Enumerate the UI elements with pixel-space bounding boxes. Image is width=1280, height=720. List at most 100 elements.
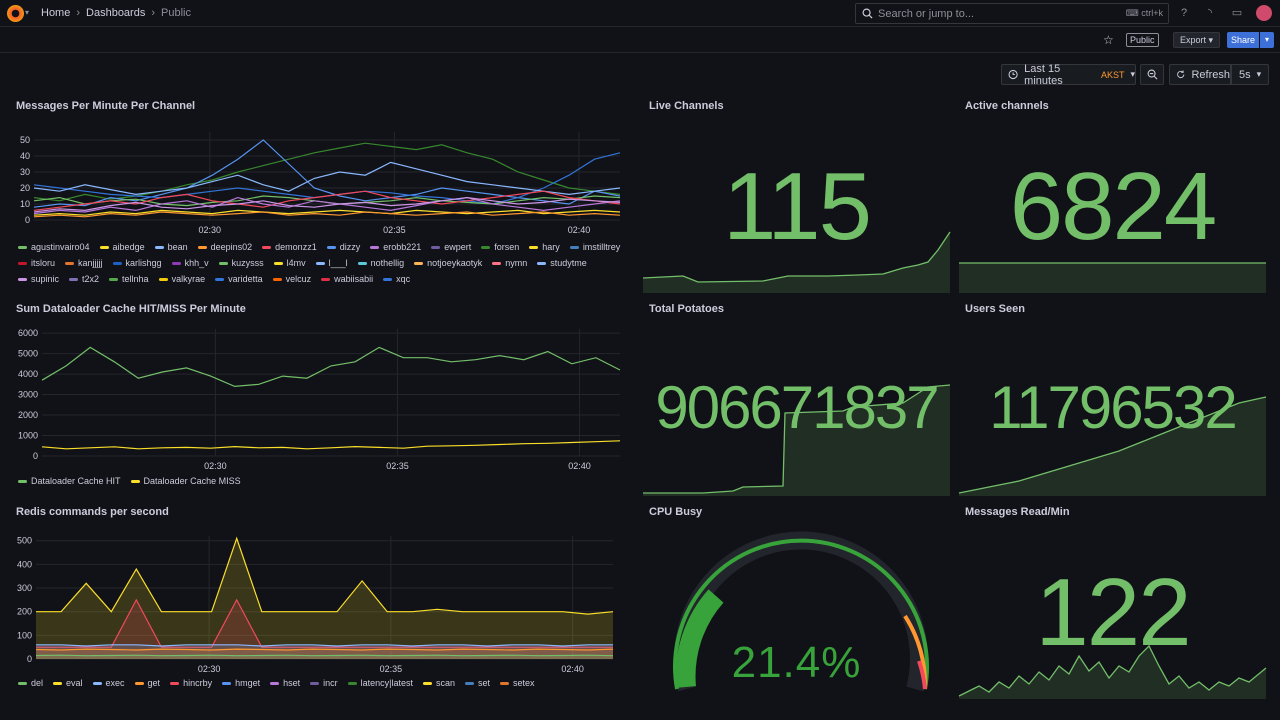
legend-item[interactable]: exec bbox=[92, 677, 125, 689]
time-range-picker[interactable]: Last 15 minutes AKST ▾ bbox=[1001, 63, 1136, 87]
search-box[interactable]: ⌨ ctrl+k bbox=[855, 3, 1169, 24]
legend-item[interactable]: notjoeykaotyk bbox=[414, 257, 482, 269]
series-line-forsen[interactable] bbox=[33, 142, 621, 202]
series-line-demonzz1[interactable] bbox=[33, 190, 621, 211]
legend-swatch bbox=[529, 245, 539, 249]
chart-legend: del eval exec get hincrby hmget hset incr latenc… bbox=[18, 677, 628, 689]
messages-timeseries-chart[interactable]: 0 10 20 30 40 50 02:30 02:35 02:40 bbox=[16, 100, 628, 240]
legend-item[interactable]: erobb221 bbox=[370, 241, 421, 253]
legend-item[interactable]: t2x2 bbox=[69, 273, 99, 285]
legend-item[interactable]: set bbox=[465, 677, 490, 689]
legend-item[interactable]: aibedge bbox=[99, 241, 145, 253]
legend-item[interactable]: get bbox=[134, 677, 160, 689]
legend-item[interactable]: setex bbox=[500, 677, 535, 689]
news-feed-icon[interactable]: ◝ bbox=[1207, 7, 1213, 19]
legend-item[interactable]: tellnha bbox=[109, 273, 149, 285]
panel-title: Live Channels bbox=[649, 100, 724, 112]
legend-item[interactable]: karlishgg bbox=[112, 257, 162, 269]
legend-swatch bbox=[197, 245, 207, 249]
legend-item[interactable]: hary bbox=[529, 241, 560, 253]
legend-item[interactable]: supinic bbox=[18, 273, 59, 285]
legend-item[interactable]: imstilltrey bbox=[569, 241, 620, 253]
legend-swatch bbox=[315, 261, 325, 265]
legend-swatch bbox=[170, 681, 180, 685]
series-line-hincrby[interactable] bbox=[36, 598, 613, 648]
cache-timeseries-chart[interactable]: 0 1000 2000 3000 4000 5000 6000 02:30 02:35 02:40 bbox=[16, 303, 628, 473]
y-tick-label: 4000 bbox=[18, 369, 38, 379]
legend-item[interactable]: xqc bbox=[383, 273, 410, 285]
legend-item[interactable]: studytme bbox=[537, 257, 587, 269]
user-avatar[interactable] bbox=[1256, 5, 1272, 21]
legend-item[interactable]: nymn bbox=[492, 257, 527, 269]
legend-item[interactable]: deepins02 bbox=[197, 241, 252, 253]
legend-item[interactable]: velcuz bbox=[272, 273, 311, 285]
legend-item[interactable]: eval bbox=[53, 677, 83, 689]
legend-item[interactable]: bean bbox=[154, 241, 188, 253]
legend-swatch bbox=[112, 261, 122, 265]
search-input[interactable] bbox=[878, 7, 1108, 20]
series-line-supinic[interactable] bbox=[33, 196, 621, 213]
export-button[interactable]: Export ▾ bbox=[1173, 32, 1221, 48]
series-line-exec[interactable] bbox=[36, 644, 613, 647]
help-icon[interactable]: ? bbox=[1180, 7, 1188, 19]
series-line-hary[interactable] bbox=[33, 209, 621, 216]
series-line-del[interactable] bbox=[35, 654, 614, 657]
legend-item[interactable]: hmget bbox=[222, 677, 260, 689]
legend-label: demonzz1 bbox=[275, 242, 317, 252]
legend-label: valkyrae bbox=[171, 274, 206, 284]
legend-item[interactable]: dizzy bbox=[326, 241, 360, 253]
legend-item[interactable]: varidetta bbox=[215, 273, 263, 285]
legend-item[interactable]: incr bbox=[310, 677, 338, 689]
grafana-logo-icon[interactable] bbox=[7, 5, 24, 22]
legend-item[interactable]: itsloru bbox=[18, 257, 55, 269]
legend-item[interactable]: forsen bbox=[481, 241, 519, 253]
refresh-button[interactable]: Refresh bbox=[1169, 64, 1231, 85]
share-dropdown-button[interactable]: ▾ bbox=[1260, 32, 1274, 48]
legend-label: ewpert bbox=[444, 242, 472, 252]
series-line-Dataloader-Cache-HIT[interactable] bbox=[41, 346, 621, 388]
legend-item[interactable]: kanjjjjj bbox=[65, 257, 103, 269]
legend-label: khh_v bbox=[184, 258, 209, 268]
series-line-eval[interactable] bbox=[36, 536, 614, 615]
series-line-bean[interactable] bbox=[33, 161, 621, 196]
legend-item[interactable]: wabiisabii bbox=[321, 273, 373, 285]
legend-item[interactable]: Dataloader Cache MISS bbox=[130, 475, 241, 487]
legend-item[interactable]: del bbox=[18, 677, 43, 689]
legend-item[interactable]: scan bbox=[423, 677, 455, 689]
legend-swatch bbox=[69, 277, 79, 281]
legend-swatch bbox=[99, 245, 109, 249]
legend-label: agustinvairo04 bbox=[31, 242, 90, 252]
breadcrumb-dashboards[interactable]: Dashboards bbox=[86, 7, 146, 19]
stat-value: 906671837 bbox=[655, 374, 939, 441]
redis-timeseries-chart[interactable]: 0 100 200 300 400 500 02:30 02:35 02:40 bbox=[16, 506, 628, 676]
zoom-out-button[interactable] bbox=[1140, 64, 1164, 85]
legend-item[interactable]: hset bbox=[270, 677, 300, 689]
series-line-Dataloader-Cache-MISS[interactable] bbox=[41, 440, 621, 450]
star-icon[interactable]: ☆ bbox=[1103, 33, 1114, 47]
legend-item[interactable]: hincrby bbox=[170, 677, 212, 689]
legend-item[interactable]: l4mv bbox=[273, 257, 306, 269]
legend-item[interactable]: l___l bbox=[315, 257, 348, 269]
chevron-down-icon[interactable]: ▾ bbox=[25, 8, 30, 17]
legend-item[interactable]: ewpert bbox=[431, 241, 471, 253]
series-line-get[interactable] bbox=[35, 648, 614, 651]
legend-item[interactable]: nothellig bbox=[357, 257, 404, 269]
breadcrumb-current: Public bbox=[161, 7, 191, 19]
legend-item[interactable]: khh_v bbox=[171, 257, 209, 269]
series-line-deepins02[interactable] bbox=[33, 211, 621, 218]
legend-item[interactable]: agustinvairo04 bbox=[18, 241, 90, 253]
refresh-interval-picker[interactable]: 5s ▾ bbox=[1231, 64, 1269, 85]
breadcrumb-home[interactable]: Home bbox=[41, 7, 71, 19]
legend-swatch bbox=[134, 681, 144, 685]
legend-item[interactable]: demonzz1 bbox=[262, 241, 317, 253]
kiosk-mode-icon[interactable]: ▭ bbox=[1231, 7, 1243, 19]
share-button[interactable]: Share bbox=[1227, 32, 1259, 48]
series-area-eval bbox=[36, 538, 613, 659]
series-line-dizzy[interactable] bbox=[33, 139, 621, 208]
legend-item[interactable]: kuzysss bbox=[218, 257, 264, 269]
legend-item[interactable]: valkyrae bbox=[158, 273, 206, 285]
legend-item[interactable]: Dataloader Cache HIT bbox=[18, 475, 121, 487]
series-line-erobb221[interactable] bbox=[33, 196, 621, 215]
legend-item[interactable]: latency|latest bbox=[347, 677, 413, 689]
y-tick-label: 6000 bbox=[18, 328, 38, 338]
